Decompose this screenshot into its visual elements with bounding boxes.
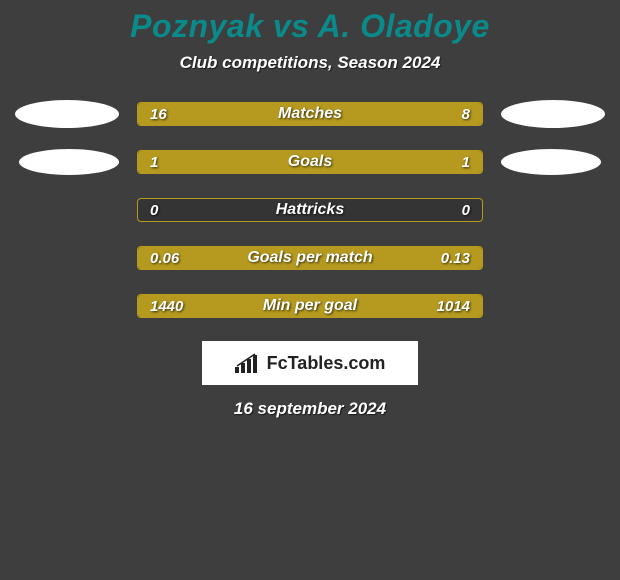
player1-name: Poznyak — [130, 8, 263, 44]
stat-bar: 11Goals — [137, 150, 483, 174]
subtitle: Club competitions, Season 2024 — [0, 53, 620, 73]
bar-fill-left — [138, 247, 247, 269]
stat-rows: 168Matches 11Goals 0 0Hattricks 0.060.13Goal… — [0, 101, 620, 319]
page-title: Poznyak vs A. Oladoye — [0, 8, 620, 45]
bar-chart-icon — [235, 353, 261, 373]
bar-fill-right — [310, 151, 482, 173]
bar-fill-left — [138, 295, 340, 317]
bar-fill-right — [340, 295, 482, 317]
stat-value-left: 0 — [150, 199, 158, 221]
stat-bar: 14401014Min per goal — [137, 294, 483, 318]
flag-ellipse-right — [501, 149, 601, 175]
stat-bar: 0 0Hattricks — [137, 198, 483, 222]
stat-row: 168Matches — [0, 101, 620, 127]
fctables-logo: FcTables.com — [202, 341, 418, 385]
flag-ellipse-right — [501, 100, 605, 128]
date-label: 16 september 2024 — [0, 399, 620, 419]
comparison-card: Poznyak vs A. Oladoye Club competitions,… — [0, 0, 620, 419]
stat-row: 0 0Hattricks — [0, 197, 620, 223]
bar-fill-left — [138, 103, 367, 125]
bar-fill-left — [138, 151, 310, 173]
flag-ellipse-left — [15, 100, 119, 128]
bar-fill-right — [367, 103, 482, 125]
stat-bar: 168Matches — [137, 102, 483, 126]
bar-fill-right — [247, 247, 482, 269]
stat-value-right: 0 — [462, 199, 470, 221]
stat-row: 11Goals — [0, 149, 620, 175]
stat-label: Hattricks — [138, 199, 482, 221]
logo-text: FcTables.com — [267, 353, 386, 374]
stat-row: 14401014Min per goal — [0, 293, 620, 319]
player2-name: A. Oladoye — [318, 8, 490, 44]
stat-row: 0.060.13Goals per match — [0, 245, 620, 271]
stat-bar: 0.060.13Goals per match — [137, 246, 483, 270]
vs-label: vs — [273, 8, 310, 44]
flag-ellipse-left — [19, 149, 119, 175]
